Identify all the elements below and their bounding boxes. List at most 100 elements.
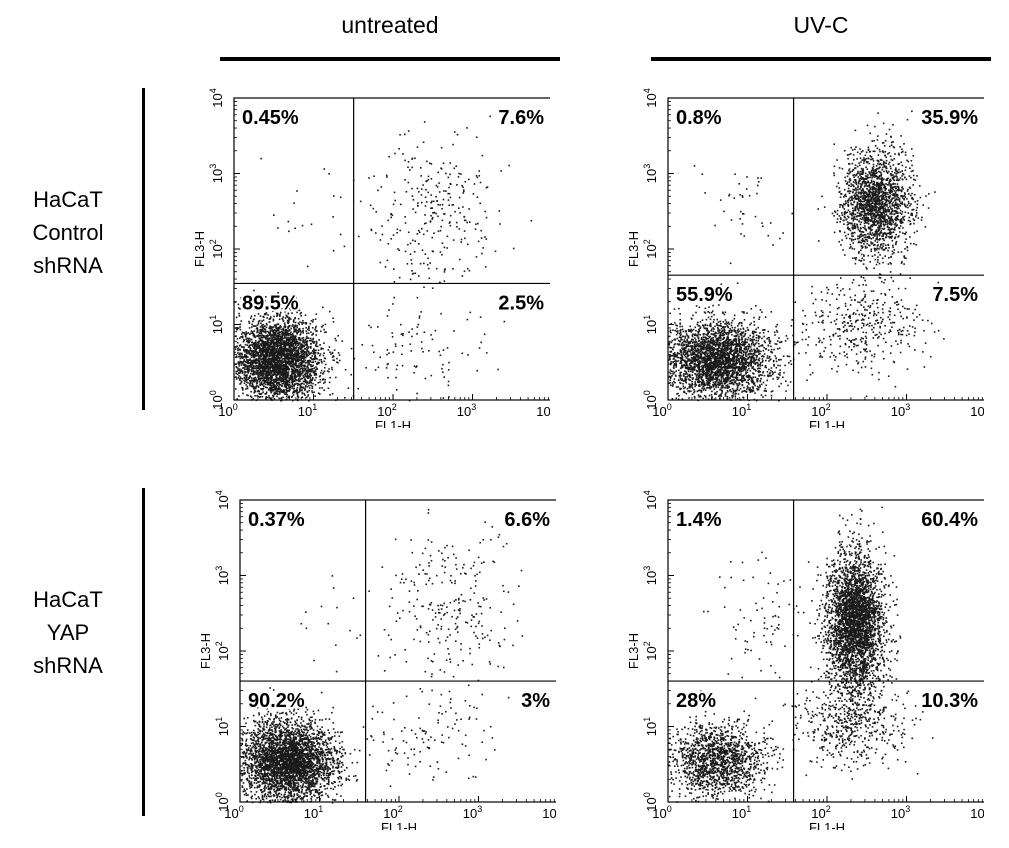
event-dot xyxy=(281,365,283,367)
event-dot xyxy=(249,375,251,377)
event-dot xyxy=(773,363,775,366)
event-dot xyxy=(697,370,700,372)
event-dot xyxy=(244,380,246,383)
event-dot xyxy=(305,355,308,357)
event-dot xyxy=(273,338,276,340)
event-dot xyxy=(280,364,282,367)
event-dot xyxy=(285,333,287,336)
event-dot xyxy=(254,380,257,382)
event-dot xyxy=(713,332,715,335)
event-dot xyxy=(310,365,312,368)
event-dot xyxy=(723,349,726,352)
event-dot xyxy=(320,369,323,372)
event-dot xyxy=(240,370,243,373)
event-dot xyxy=(394,345,397,348)
event-dot xyxy=(264,373,266,375)
event-dot xyxy=(266,356,268,358)
event-dot xyxy=(480,229,482,232)
event-dot xyxy=(276,378,278,381)
event-dot xyxy=(741,331,743,334)
event-dot xyxy=(323,382,325,384)
event-dot xyxy=(251,323,253,326)
event-dot xyxy=(276,315,278,317)
event-dot xyxy=(413,251,416,253)
event-dot xyxy=(407,243,409,246)
event-dot xyxy=(292,356,295,359)
event-dot xyxy=(283,343,285,345)
event-dot xyxy=(297,373,299,376)
event-dot xyxy=(392,303,394,305)
event-dot xyxy=(273,379,276,381)
event-dot xyxy=(278,377,280,380)
event-dot xyxy=(435,195,437,198)
event-dot xyxy=(288,386,290,388)
event-dot xyxy=(746,345,749,347)
event-dot xyxy=(723,336,725,339)
event-dot xyxy=(250,365,252,368)
event-dot xyxy=(463,230,466,232)
event-dot xyxy=(449,182,452,185)
event-dot xyxy=(257,322,260,325)
event-dot xyxy=(731,363,734,365)
event-dot xyxy=(678,352,681,355)
event-dot xyxy=(287,356,289,359)
event-dot xyxy=(297,331,299,333)
event-dot xyxy=(444,268,446,270)
event-dot xyxy=(288,368,290,370)
event-dot xyxy=(753,316,755,319)
event-dot xyxy=(248,362,250,364)
event-dot xyxy=(289,361,292,364)
event-dot xyxy=(238,307,240,309)
event-dot xyxy=(290,331,292,333)
event-dot xyxy=(281,308,283,310)
event-dot xyxy=(478,170,480,172)
event-dot xyxy=(295,357,298,359)
event-dot xyxy=(699,380,702,383)
event-dot xyxy=(705,367,707,369)
event-dot xyxy=(296,352,298,354)
event-dot xyxy=(318,339,320,341)
event-dot xyxy=(734,395,737,397)
event-dot xyxy=(276,323,278,326)
event-dot xyxy=(276,363,278,366)
event-dot xyxy=(303,356,306,359)
event-dot xyxy=(249,346,251,349)
event-dot xyxy=(304,379,306,382)
event-dot xyxy=(393,268,395,270)
event-dot xyxy=(698,367,700,369)
event-dot xyxy=(386,349,389,351)
event-dot xyxy=(272,365,275,367)
event-dot xyxy=(287,376,289,379)
event-dot xyxy=(276,312,278,315)
event-dot xyxy=(305,337,308,339)
event-dot xyxy=(717,344,720,347)
event-dot xyxy=(248,370,250,372)
event-dot xyxy=(257,334,260,336)
event-dot xyxy=(274,353,276,355)
event-dot xyxy=(298,366,300,369)
event-dot xyxy=(273,352,275,355)
event-dot xyxy=(293,339,296,341)
event-dot xyxy=(448,192,451,195)
event-dot xyxy=(273,367,275,370)
event-dot xyxy=(286,333,288,335)
event-dot xyxy=(271,376,273,379)
event-dot xyxy=(712,384,714,386)
event-dot xyxy=(311,361,313,364)
event-dot xyxy=(315,343,317,346)
event-dot xyxy=(265,353,267,356)
event-dot xyxy=(733,357,735,359)
event-dot xyxy=(791,319,793,321)
event-dot xyxy=(716,340,719,342)
event-dot xyxy=(392,351,395,353)
event-dot xyxy=(353,357,356,360)
event-dot xyxy=(294,364,297,367)
event-dot xyxy=(287,372,289,374)
event-dot xyxy=(727,354,730,357)
event-dot xyxy=(304,322,307,324)
event-dot xyxy=(304,368,307,371)
event-dot xyxy=(699,321,702,323)
event-dot xyxy=(458,196,461,199)
event-dot xyxy=(414,211,417,214)
event-dot xyxy=(329,310,331,313)
